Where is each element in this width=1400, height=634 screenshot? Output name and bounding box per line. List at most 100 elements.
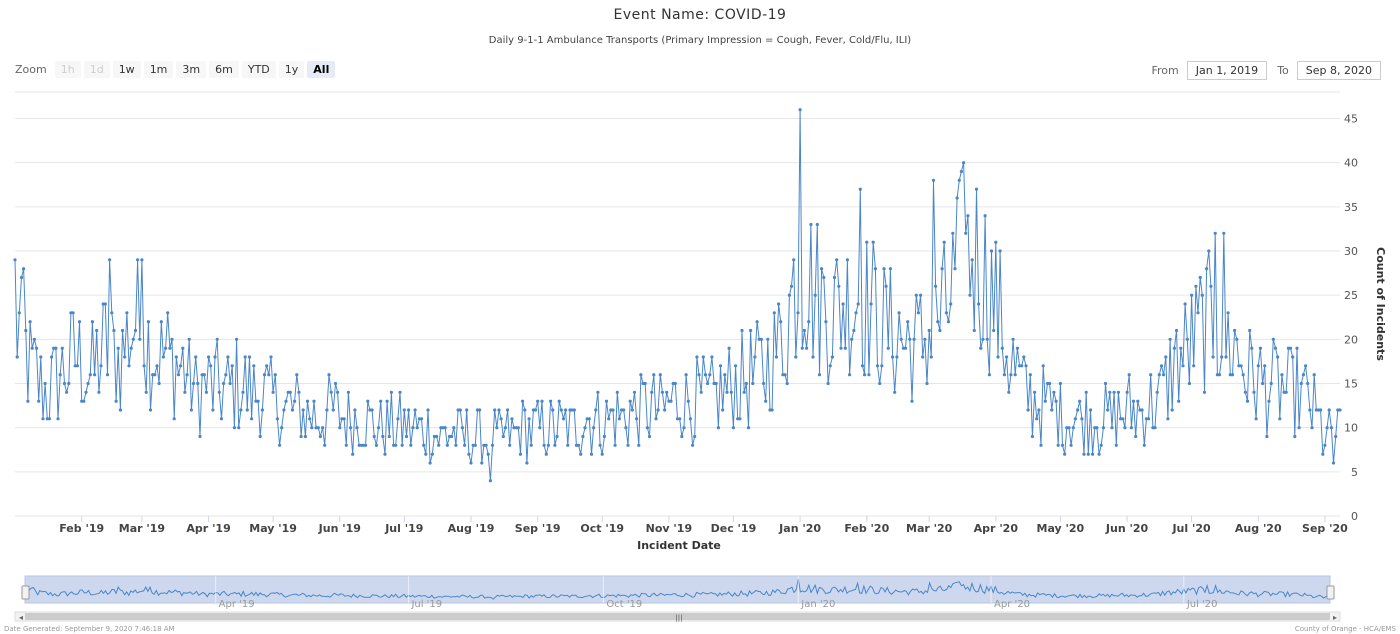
data-point bbox=[1103, 381, 1108, 386]
data-point bbox=[1123, 426, 1127, 430]
x-tick-label: Apr '20 bbox=[974, 522, 1019, 535]
data-point bbox=[1194, 284, 1198, 288]
data-point bbox=[1321, 452, 1325, 456]
scrollbar-thumb[interactable] bbox=[25, 613, 1330, 620]
data-point bbox=[30, 346, 34, 350]
zoom-1w-button[interactable]: 1w bbox=[112, 61, 141, 78]
data-point bbox=[774, 355, 779, 359]
data-point bbox=[372, 434, 376, 439]
data-point bbox=[1067, 426, 1071, 430]
data-point bbox=[1202, 390, 1207, 394]
data-point bbox=[503, 426, 507, 430]
y-tick-label: 35 bbox=[1344, 201, 1358, 214]
data-point bbox=[179, 364, 183, 368]
data-point bbox=[1039, 443, 1043, 447]
data-point bbox=[658, 373, 662, 377]
range-from-input[interactable]: Jan 1, 2019 bbox=[1186, 61, 1268, 80]
data-point bbox=[663, 408, 667, 412]
data-point bbox=[783, 373, 787, 377]
data-point bbox=[346, 390, 350, 394]
zoom-all-button[interactable]: All bbox=[307, 61, 336, 78]
data-point bbox=[19, 275, 24, 280]
data-point bbox=[647, 434, 652, 439]
data-point bbox=[157, 381, 161, 386]
data-point bbox=[852, 328, 856, 333]
data-point bbox=[716, 426, 721, 430]
data-point bbox=[1162, 373, 1166, 377]
navigator-right-handle[interactable] bbox=[1326, 585, 1335, 600]
navigator-left-handle[interactable] bbox=[21, 585, 30, 600]
data-point bbox=[1020, 364, 1024, 368]
data-point bbox=[579, 452, 583, 456]
scroll-left-arrow-icon[interactable]: ◂ bbox=[19, 613, 23, 622]
data-point bbox=[215, 337, 219, 341]
data-point bbox=[67, 381, 71, 386]
data-point bbox=[938, 328, 942, 333]
data-point bbox=[577, 443, 581, 447]
data-point bbox=[262, 373, 267, 377]
data-point bbox=[437, 443, 441, 447]
data-point bbox=[1217, 373, 1222, 377]
data-point bbox=[650, 390, 654, 394]
y-tick-label: 15 bbox=[1344, 378, 1358, 391]
data-point bbox=[1157, 373, 1161, 377]
y-tick-label: 40 bbox=[1344, 157, 1358, 170]
data-point bbox=[645, 426, 650, 430]
data-point bbox=[374, 443, 378, 447]
zoom-ytd-button[interactable]: YTD bbox=[241, 61, 276, 78]
data-point bbox=[43, 381, 47, 386]
data-point bbox=[430, 452, 434, 456]
data-point bbox=[497, 408, 501, 412]
data-point bbox=[632, 390, 637, 394]
data-point bbox=[884, 284, 888, 288]
data-point bbox=[886, 346, 890, 350]
data-point bbox=[1319, 408, 1323, 412]
data-point bbox=[256, 399, 260, 403]
data-point bbox=[1267, 399, 1271, 403]
data-point bbox=[880, 364, 884, 368]
data-point bbox=[858, 187, 862, 191]
zoom-3m-button[interactable]: 3m bbox=[176, 61, 207, 78]
zoom-1h-button[interactable]: 1h bbox=[54, 61, 81, 78]
data-point bbox=[848, 373, 852, 377]
data-point bbox=[604, 399, 609, 403]
data-point bbox=[777, 302, 781, 306]
date-generated: Date Generated: September 9, 2020 7:46:1… bbox=[4, 625, 175, 633]
data-point bbox=[301, 408, 305, 412]
data-point bbox=[211, 408, 215, 412]
data-point bbox=[1293, 434, 1297, 439]
data-point bbox=[1170, 408, 1174, 412]
data-point bbox=[432, 434, 436, 439]
data-point bbox=[469, 461, 473, 465]
data-point bbox=[557, 399, 561, 403]
data-point bbox=[202, 373, 206, 377]
data-point bbox=[544, 452, 548, 456]
data-point bbox=[1323, 443, 1327, 447]
data-point bbox=[452, 426, 456, 430]
data-point bbox=[555, 434, 559, 439]
data-point bbox=[725, 390, 729, 394]
data-point bbox=[297, 390, 301, 394]
zoom-1y-button[interactable]: 1y bbox=[278, 61, 305, 78]
data-point bbox=[729, 390, 733, 394]
data-point bbox=[159, 320, 163, 324]
date-range-selector: From Jan 1, 2019 To Sep 8, 2020 bbox=[1151, 61, 1381, 80]
data-point bbox=[1278, 417, 1282, 421]
data-point bbox=[891, 355, 895, 359]
data-point bbox=[1022, 355, 1026, 359]
range-to-input[interactable]: Sep 8, 2020 bbox=[1296, 61, 1381, 80]
scroll-right-arrow-icon[interactable]: ▸ bbox=[1333, 613, 1337, 622]
data-point bbox=[985, 337, 989, 341]
zoom-1d-button[interactable]: 1d bbox=[83, 61, 110, 78]
data-point bbox=[923, 337, 927, 341]
data-point bbox=[1071, 426, 1075, 430]
zoom-1m-button[interactable]: 1m bbox=[143, 61, 174, 78]
data-point bbox=[239, 408, 243, 412]
data-point bbox=[209, 364, 213, 368]
navigator-label: Jul '19 bbox=[410, 599, 442, 610]
zoom-6m-button[interactable]: 6m bbox=[209, 61, 239, 78]
data-point bbox=[1114, 443, 1118, 447]
data-point bbox=[1230, 373, 1235, 377]
data-point bbox=[441, 426, 445, 430]
data-point bbox=[613, 443, 617, 447]
